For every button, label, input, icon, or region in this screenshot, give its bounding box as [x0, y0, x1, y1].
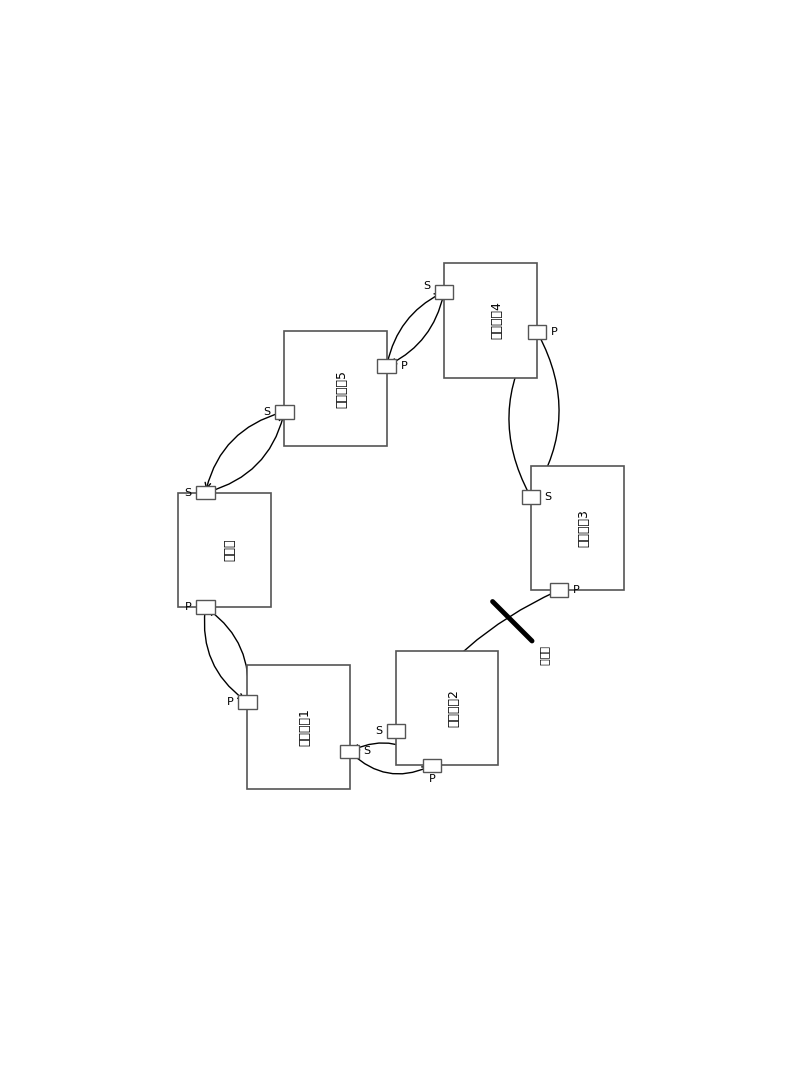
Bar	[422, 759, 441, 772]
Text: P: P	[226, 697, 234, 707]
Bar	[528, 326, 546, 339]
Text: S: S	[363, 746, 370, 757]
Bar	[196, 486, 214, 500]
Text: S: S	[375, 726, 382, 736]
Bar	[522, 490, 540, 504]
Text: S: S	[423, 281, 430, 291]
Text: 主节点: 主节点	[224, 539, 237, 561]
Text: P: P	[185, 602, 191, 612]
Text: P: P	[573, 585, 579, 596]
Text: P: P	[401, 360, 407, 371]
Text: P: P	[429, 774, 435, 784]
Bar	[386, 724, 406, 738]
Text: S: S	[185, 488, 192, 498]
Bar	[238, 695, 257, 709]
Bar	[340, 745, 359, 758]
Bar	[178, 492, 270, 608]
Bar	[275, 405, 294, 418]
Text: S: S	[263, 406, 270, 417]
Text: 传输节点1: 传输节点1	[298, 708, 311, 746]
Text: P: P	[551, 327, 558, 337]
Bar	[435, 285, 454, 298]
Text: 传输节点2: 传输节点2	[447, 689, 460, 727]
Text: S: S	[545, 492, 552, 502]
Text: 传输节点5: 传输节点5	[335, 370, 348, 407]
Bar	[285, 331, 386, 446]
Text: 传输节点4: 传输节点4	[490, 302, 503, 340]
Bar	[196, 600, 214, 614]
Bar	[396, 651, 498, 766]
Bar	[550, 584, 568, 597]
Bar	[247, 664, 350, 788]
Text: 传输节点3: 传输节点3	[577, 510, 590, 547]
Bar	[531, 466, 624, 590]
Bar	[444, 264, 537, 378]
Bar	[378, 359, 396, 372]
Text: 故障点: 故障点	[538, 646, 548, 665]
